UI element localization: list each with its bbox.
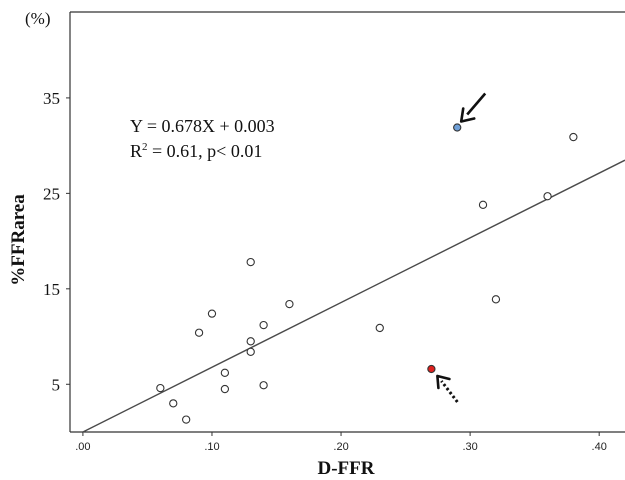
data-point: [220, 384, 230, 394]
x-tick-label: .10: [204, 441, 219, 453]
solid-arrow-shaft: [466, 92, 487, 116]
x-tick-label: .00: [75, 441, 90, 453]
highlighted-data-point: [427, 364, 436, 374]
y-unit-label: (%): [25, 9, 50, 28]
data-point: [246, 347, 255, 356]
data-point: [375, 323, 384, 333]
highlighted-data-point: [453, 123, 462, 132]
data-point: [207, 309, 217, 318]
x-tick-label: .30: [462, 441, 477, 453]
data-point: [259, 381, 268, 390]
data-point: [285, 299, 294, 309]
r-squared-prefix: R: [130, 141, 142, 161]
data-point: [478, 200, 488, 209]
x-tick-label: .40: [592, 441, 607, 453]
solid-arrow-head: [459, 107, 476, 123]
data-point: [246, 337, 255, 346]
data-point: [194, 328, 204, 337]
y-axis-title: %FFRarea: [8, 194, 29, 286]
x-tick-label: .20: [333, 441, 348, 453]
regression-equation: Y = 0.678X + 0.003: [130, 116, 275, 136]
data-point: [259, 320, 268, 330]
data-point: [569, 132, 578, 142]
r-squared-text: R2 = 0.61, p< 0.01: [130, 141, 262, 161]
data-point: [156, 383, 165, 393]
y-tick-label: 25: [43, 184, 60, 203]
data-point: [491, 295, 501, 304]
data-point: [182, 415, 191, 424]
data-point: [543, 192, 552, 201]
r-squared-rest: = 0.61, p< 0.01: [148, 141, 263, 161]
data-point: [169, 399, 178, 408]
data-point: [246, 257, 255, 267]
regression-line: [82, 159, 625, 433]
dotted-arrow-shaft: [440, 380, 459, 403]
data-point: [220, 368, 230, 377]
y-tick-label: 15: [43, 280, 60, 299]
x-axis-title: D-FFR: [318, 458, 375, 479]
y-ticks: 5 15 25 35: [43, 89, 70, 394]
axes: [69, 11, 625, 433]
data-points: [156, 123, 578, 424]
x-ticks: .00 .10 .20 .30 .40: [75, 432, 607, 453]
dotted-arrow-head: [436, 374, 451, 390]
r-squared-exponent: 2: [142, 141, 148, 153]
annotation-arrows: [436, 92, 487, 403]
y-tick-label: 35: [43, 89, 60, 108]
y-tick-label: 5: [52, 375, 61, 394]
